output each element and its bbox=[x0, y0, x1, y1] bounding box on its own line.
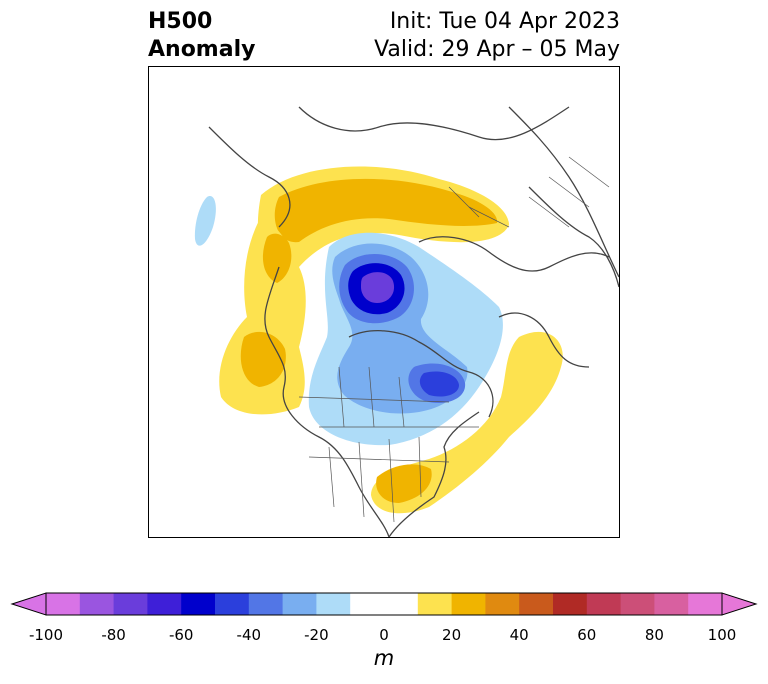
colorbar-segment bbox=[553, 593, 588, 615]
positive-anomaly-alaska-core bbox=[262, 233, 292, 283]
colorbar-segment bbox=[485, 593, 520, 615]
colorbar-segment bbox=[654, 593, 689, 615]
negative-anomaly-pacific-small bbox=[194, 196, 216, 246]
colorbar-segment bbox=[417, 593, 453, 615]
colorbar-segment bbox=[147, 593, 182, 615]
positive-anomaly-pacific-core bbox=[240, 331, 286, 387]
colorbar-tick-label: 60 bbox=[577, 626, 597, 644]
anomaly-map bbox=[194, 106, 619, 537]
positive-anomaly-eurasia-core bbox=[274, 178, 498, 243]
colorbar-segments bbox=[46, 593, 723, 615]
negative-anomaly-arctic-peak bbox=[361, 272, 395, 303]
colorbar-tick-label: 0 bbox=[379, 626, 389, 644]
colorbar-tick-label: -20 bbox=[304, 626, 329, 644]
political-borders bbox=[298, 156, 610, 523]
colorbar-segment bbox=[113, 593, 148, 615]
title-line-2: Anomaly bbox=[148, 37, 256, 62]
coastlines bbox=[208, 106, 619, 537]
colorbar-segment bbox=[248, 593, 284, 615]
negative-anomaly-canada-inner bbox=[419, 371, 459, 397]
colorbar-segment bbox=[586, 593, 622, 615]
colorbar-tick-label: 80 bbox=[644, 626, 664, 644]
colorbar-ticks: -100 -80 -60 -40 -20 0 20 40 60 80 100 bbox=[0, 626, 768, 646]
map-dates: Init: Tue 04 Apr 2023 Valid: 29 Apr – 05… bbox=[374, 8, 620, 64]
colorbar-extend-high bbox=[721, 592, 758, 616]
colorbar-tick-label: -60 bbox=[168, 626, 194, 644]
init-date-label: Init: Tue 04 Apr 2023 bbox=[389, 9, 620, 34]
colorbar-extend-low bbox=[10, 592, 47, 616]
title-line-1: H500 bbox=[148, 9, 213, 34]
colorbar-outline bbox=[45, 592, 723, 616]
colorbar-segment bbox=[46, 593, 81, 615]
colorbar-segment bbox=[688, 593, 723, 615]
colorbar-tick-label: -80 bbox=[101, 626, 126, 644]
colorbar-segment bbox=[519, 593, 554, 615]
colorbar-tick-label: 20 bbox=[442, 626, 462, 644]
colorbar-segment bbox=[620, 593, 655, 615]
valid-date-label: Valid: 29 Apr – 05 May bbox=[374, 37, 620, 62]
colorbar-tick-label: -40 bbox=[236, 626, 262, 644]
colorbar-unit-label: m bbox=[373, 646, 395, 670]
map-panel bbox=[148, 66, 620, 538]
colorbar-segment bbox=[79, 593, 115, 615]
positive-anomaly-se-us bbox=[376, 464, 432, 503]
colorbar-segment bbox=[350, 593, 385, 615]
colorbar-segment bbox=[215, 593, 250, 615]
colorbar-segment bbox=[181, 593, 216, 615]
colorbar-tick-label: 100 bbox=[707, 626, 737, 644]
colorbar-segment bbox=[282, 593, 317, 615]
colorbar-segment bbox=[451, 593, 486, 615]
map-title: H500 Anomaly bbox=[148, 8, 255, 64]
colorbar-tick-label: 40 bbox=[509, 626, 529, 644]
colorbar-segment bbox=[384, 593, 419, 615]
colorbar-tick-label: -100 bbox=[28, 626, 64, 644]
colorbar bbox=[10, 592, 758, 616]
colorbar-segment bbox=[316, 593, 351, 615]
